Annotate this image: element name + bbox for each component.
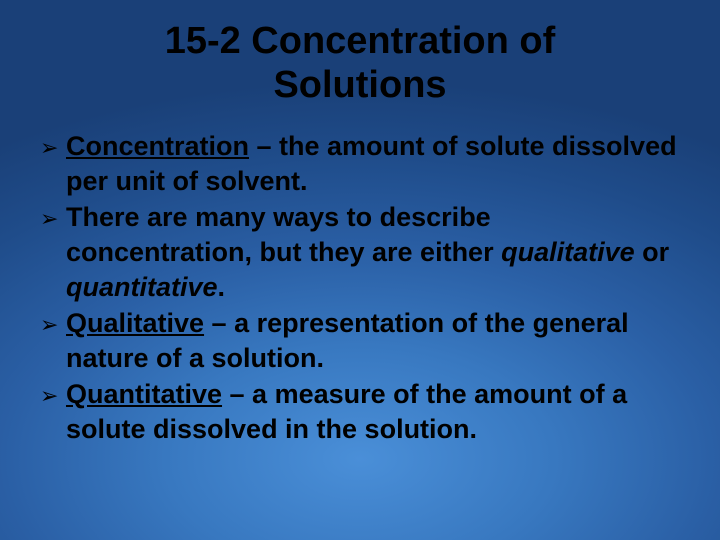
bullet-marker-icon: ➢ bbox=[40, 129, 66, 164]
italic-qualitative: qualitative bbox=[501, 237, 635, 267]
bullet-item: ➢ Qualitative – a representation of the … bbox=[40, 306, 680, 375]
bullet-marker-icon: ➢ bbox=[40, 306, 66, 341]
italic-quantitative: quantitative bbox=[66, 272, 218, 302]
slide: 15-2 Concentration of Solutions ➢ Concen… bbox=[0, 0, 720, 540]
bullet-text: Qualitative – a representation of the ge… bbox=[66, 306, 680, 375]
bullet-text: Concentration – the amount of solute dis… bbox=[66, 129, 680, 198]
bullet-mid: or bbox=[635, 237, 670, 267]
bullet-suffix: . bbox=[218, 272, 226, 302]
term-qualitative: Qualitative bbox=[66, 308, 204, 338]
bullet-marker-icon: ➢ bbox=[40, 200, 66, 235]
bullet-prefix: There are many ways to describe concentr… bbox=[66, 202, 501, 267]
term-concentration: Concentration bbox=[66, 131, 249, 161]
bullet-marker-icon: ➢ bbox=[40, 377, 66, 412]
slide-title: 15-2 Concentration of Solutions bbox=[40, 20, 680, 107]
title-line-1: 15-2 Concentration of bbox=[165, 20, 556, 62]
bullet-list: ➢ Concentration – the amount of solute d… bbox=[40, 129, 680, 446]
bullet-item: ➢ Quantitative – a measure of the amount… bbox=[40, 377, 680, 446]
title-line-2: Solutions bbox=[273, 64, 446, 106]
bullet-text: Quantitative – a measure of the amount o… bbox=[66, 377, 680, 446]
bullet-item: ➢ There are many ways to describe concen… bbox=[40, 200, 680, 304]
bullet-text: There are many ways to describe concentr… bbox=[66, 200, 680, 304]
bullet-item: ➢ Concentration – the amount of solute d… bbox=[40, 129, 680, 198]
term-quantitative: Quantitative bbox=[66, 379, 222, 409]
